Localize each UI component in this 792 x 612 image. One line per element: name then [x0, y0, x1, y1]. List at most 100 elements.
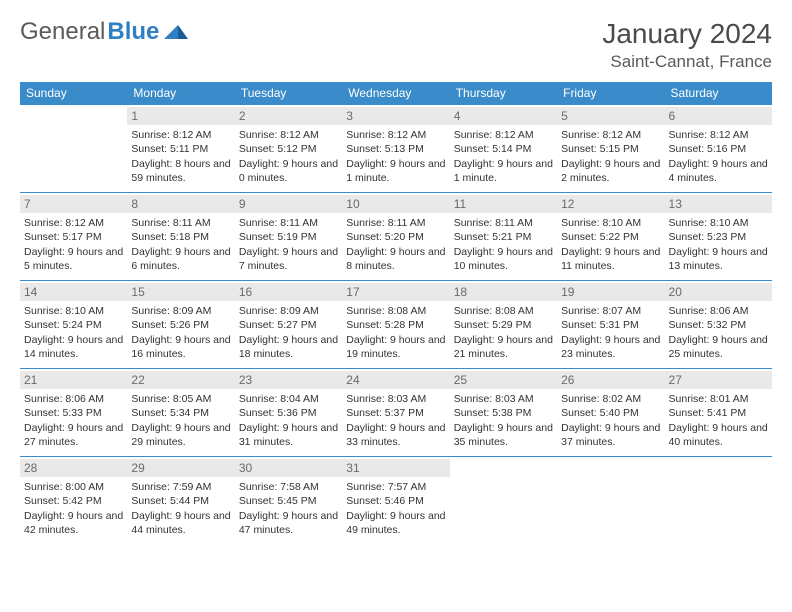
calendar-day-cell: 13Sunrise: 8:10 AM Sunset: 5:23 PM Dayli… [665, 193, 772, 281]
weekday-header: Wednesday [342, 82, 449, 105]
calendar-day-cell: 9 Sunrise: 8:11 AM Sunset: 5:19 PM Daylig… [235, 193, 342, 281]
day-details: Sunrise: 8:04 AM Sunset: 5:36 PM Dayligh… [239, 392, 338, 449]
calendar-body: 1 Sunrise: 8:12 AM Sunset: 5:11 PM Daylig… [20, 105, 772, 545]
calendar-day-cell: 11Sunrise: 8:11 AM Sunset: 5:21 PM Dayli… [450, 193, 557, 281]
day-number: 29 [127, 459, 234, 477]
calendar-day-cell: 12 Sunrise: 8:10 AM Sunset: 5:22 PM Dayli… [557, 193, 664, 281]
day-details: Sunrise: 8:08 AM Sunset: 5:29 PM Dayligh… [454, 304, 553, 361]
day-number: 1 [127, 107, 234, 125]
day-details: Sunrise: 8:09 AM Sunset: 5:27 PM Dayligh… [239, 304, 338, 361]
calendar-day-cell: 26 Sunrise: 8:02 AM Sunset: 5:40 PM Dayli… [557, 369, 664, 457]
calendar-day-cell: 21 Sunrise: 8:06 AM Sunset: 5:33 PM Dayli… [20, 369, 127, 457]
calendar-empty-cell [665, 457, 772, 545]
calendar-day-cell: 31 Sunrise: 7:57 AM Sunset: 5:46 PM Dayli… [342, 457, 449, 545]
calendar-day-cell: 10 Sunrise: 8:11 AM Sunset: 5:20 PM Dayli… [342, 193, 449, 281]
location: Saint-Cannat, France [602, 52, 772, 72]
weekday-header: Monday [127, 82, 234, 105]
day-number: 9 [235, 195, 342, 213]
calendar-day-cell: 18 Sunrise: 8:08 AM Sunset: 5:29 PM Dayli… [450, 281, 557, 369]
day-number: 3 [342, 107, 449, 125]
month-title: January 2024 [602, 18, 772, 50]
day-number: 24 [342, 371, 449, 389]
brand-part1: General [20, 18, 105, 46]
brand-logo: GeneralBlue [20, 18, 189, 46]
day-number: 23 [235, 371, 342, 389]
calendar-week-row: 7Sunrise: 8:12 AM Sunset: 5:17 PM Daylig… [20, 193, 772, 281]
day-details: Sunrise: 8:11 AM Sunset: 5:20 PM Dayligh… [346, 216, 445, 273]
calendar-empty-cell [20, 105, 127, 193]
day-details: Sunrise: 8:02 AM Sunset: 5:40 PM Dayligh… [561, 392, 660, 449]
calendar-day-cell: 4 Sunrise: 8:12 AM Sunset: 5:14 PM Daylig… [450, 105, 557, 193]
calendar-day-cell: 27 Sunrise: 8:01 AM Sunset: 5:41 PM Dayli… [665, 369, 772, 457]
calendar-table: SundayMondayTuesdayWednesdayThursdayFrid… [20, 82, 772, 545]
day-number: 31 [342, 459, 449, 477]
calendar-day-cell: 22 Sunrise: 8:05 AM Sunset: 5:34 PM Dayli… [127, 369, 234, 457]
day-details: Sunrise: 8:10 AM Sunset: 5:23 PM Dayligh… [669, 216, 768, 273]
day-details: Sunrise: 8:07 AM Sunset: 5:31 PM Dayligh… [561, 304, 660, 361]
flag-icon [163, 22, 189, 42]
calendar-day-cell: 5Sunrise: 8:12 AM Sunset: 5:15 PM Daylig… [557, 105, 664, 193]
calendar-day-cell: 29 Sunrise: 7:59 AM Sunset: 5:44 PM Dayli… [127, 457, 234, 545]
calendar-empty-cell [450, 457, 557, 545]
day-number: 27 [665, 371, 772, 389]
day-number: 22 [127, 371, 234, 389]
weekday-header: Saturday [665, 82, 772, 105]
day-details: Sunrise: 8:10 AM Sunset: 5:24 PM Dayligh… [24, 304, 123, 361]
day-number: 28 [20, 459, 127, 477]
day-details: Sunrise: 7:59 AM Sunset: 5:44 PM Dayligh… [131, 480, 230, 537]
calendar-week-row: 28 Sunrise: 8:00 AM Sunset: 5:42 PM Dayli… [20, 457, 772, 545]
day-number: 16 [235, 283, 342, 301]
calendar-day-cell: 17Sunrise: 8:08 AM Sunset: 5:28 PM Dayli… [342, 281, 449, 369]
day-number: 11 [450, 195, 557, 213]
day-details: Sunrise: 8:12 AM Sunset: 5:11 PM Dayligh… [131, 128, 230, 185]
day-details: Sunrise: 8:01 AM Sunset: 5:41 PM Dayligh… [669, 392, 768, 449]
day-details: Sunrise: 8:03 AM Sunset: 5:38 PM Dayligh… [454, 392, 553, 449]
calendar-day-cell: 19 Sunrise: 8:07 AM Sunset: 5:31 PM Dayli… [557, 281, 664, 369]
day-details: Sunrise: 7:57 AM Sunset: 5:46 PM Dayligh… [346, 480, 445, 537]
day-details: Sunrise: 8:12 AM Sunset: 5:12 PM Dayligh… [239, 128, 338, 185]
day-number: 15 [127, 283, 234, 301]
calendar-day-cell: 8Sunrise: 8:11 AM Sunset: 5:18 PM Daylig… [127, 193, 234, 281]
day-number: 12 [557, 195, 664, 213]
calendar-day-cell: 20 Sunrise: 8:06 AM Sunset: 5:32 PM Dayli… [665, 281, 772, 369]
day-number: 7 [20, 195, 127, 213]
day-details: Sunrise: 8:12 AM Sunset: 5:15 PM Dayligh… [561, 128, 660, 185]
day-number: 10 [342, 195, 449, 213]
calendar-day-cell: 24 Sunrise: 8:03 AM Sunset: 5:37 PM Dayli… [342, 369, 449, 457]
calendar-day-cell: 2 Sunrise: 8:12 AM Sunset: 5:12 PM Daylig… [235, 105, 342, 193]
weekday-header: Friday [557, 82, 664, 105]
day-details: Sunrise: 8:08 AM Sunset: 5:28 PM Dayligh… [346, 304, 445, 361]
day-details: Sunrise: 8:11 AM Sunset: 5:19 PM Dayligh… [239, 216, 338, 273]
day-number: 2 [235, 107, 342, 125]
day-details: Sunrise: 8:09 AM Sunset: 5:26 PM Dayligh… [131, 304, 230, 361]
day-number: 18 [450, 283, 557, 301]
day-number: 19 [557, 283, 664, 301]
calendar-day-cell: 7Sunrise: 8:12 AM Sunset: 5:17 PM Daylig… [20, 193, 127, 281]
calendar-week-row: 14 Sunrise: 8:10 AM Sunset: 5:24 PM Dayli… [20, 281, 772, 369]
calendar-day-cell: 1 Sunrise: 8:12 AM Sunset: 5:11 PM Daylig… [127, 105, 234, 193]
day-details: Sunrise: 8:05 AM Sunset: 5:34 PM Dayligh… [131, 392, 230, 449]
calendar-day-cell: 14 Sunrise: 8:10 AM Sunset: 5:24 PM Dayli… [20, 281, 127, 369]
brand-part2: Blue [107, 18, 159, 46]
calendar-week-row: 1 Sunrise: 8:12 AM Sunset: 5:11 PM Daylig… [20, 105, 772, 193]
day-details: Sunrise: 8:12 AM Sunset: 5:14 PM Dayligh… [454, 128, 553, 185]
day-number: 26 [557, 371, 664, 389]
weekday-header: Sunday [20, 82, 127, 105]
day-number: 21 [20, 371, 127, 389]
day-details: Sunrise: 8:06 AM Sunset: 5:32 PM Dayligh… [669, 304, 768, 361]
day-details: Sunrise: 8:03 AM Sunset: 5:37 PM Dayligh… [346, 392, 445, 449]
day-details: Sunrise: 8:06 AM Sunset: 5:33 PM Dayligh… [24, 392, 123, 449]
weekday-header: Tuesday [235, 82, 342, 105]
day-details: Sunrise: 8:10 AM Sunset: 5:22 PM Dayligh… [561, 216, 660, 273]
day-number: 14 [20, 283, 127, 301]
day-details: Sunrise: 8:11 AM Sunset: 5:18 PM Dayligh… [131, 216, 230, 273]
day-details: Sunrise: 8:00 AM Sunset: 5:42 PM Dayligh… [24, 480, 123, 537]
calendar-day-cell: 23 Sunrise: 8:04 AM Sunset: 5:36 PM Dayli… [235, 369, 342, 457]
day-number: 30 [235, 459, 342, 477]
day-number: 4 [450, 107, 557, 125]
day-details: Sunrise: 8:12 AM Sunset: 5:16 PM Dayligh… [669, 128, 768, 185]
calendar-empty-cell [557, 457, 664, 545]
day-number: 25 [450, 371, 557, 389]
day-number: 20 [665, 283, 772, 301]
calendar-day-cell: 3Sunrise: 8:12 AM Sunset: 5:13 PM Daylig… [342, 105, 449, 193]
